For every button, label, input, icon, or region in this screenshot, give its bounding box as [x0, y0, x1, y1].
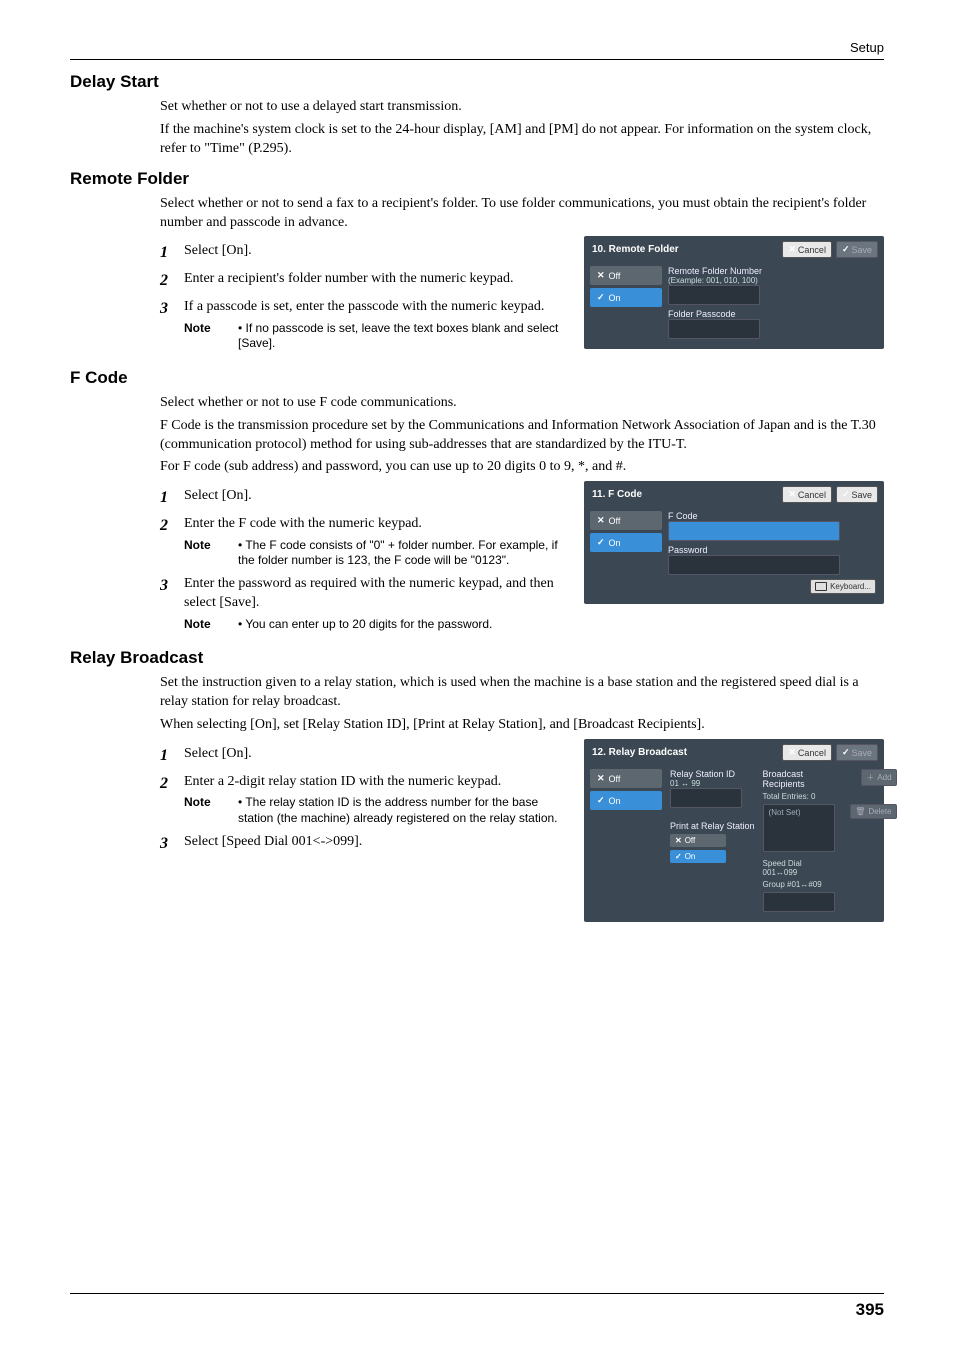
- remote-folder-title: Remote Folder: [70, 169, 884, 189]
- group-label: Group #01↔#09: [763, 880, 835, 889]
- remote-folder-para1: Select whether or not to send a fax to a…: [160, 195, 884, 233]
- fc-step1-text: Select [On].: [184, 487, 568, 506]
- fc-note2: • You can enter up to 20 digits for the …: [238, 617, 568, 633]
- fcode-title: F Code: [70, 368, 884, 388]
- keyboard-button[interactable]: Keyboard...: [810, 579, 876, 594]
- fcode-para2: F Code is the transmission procedure set…: [160, 417, 884, 455]
- rf-step1: 1 Select [On].: [160, 242, 568, 264]
- delete-button[interactable]: 🗑Delete: [850, 804, 896, 819]
- cancel-button[interactable]: ✕Cancel: [782, 744, 832, 761]
- rf-folder-num-label: Remote Folder Number: [668, 266, 876, 276]
- step-number: 2: [160, 773, 174, 795]
- note-label: Note: [184, 795, 220, 826]
- save-button[interactable]: ✓Save: [836, 744, 878, 761]
- rf-step1-text: Select [On].: [184, 242, 568, 261]
- bottom-rule: [70, 1293, 884, 1294]
- rb-step1-text: Select [On].: [184, 745, 568, 764]
- rf-step3-text: If a passcode is set, enter the passcode…: [184, 298, 568, 317]
- rb-panel-title: 12. Relay Broadcast: [592, 747, 687, 758]
- off-toggle[interactable]: ✕Off: [590, 769, 662, 788]
- relay-para2: When selecting [On], set [Relay Station …: [160, 716, 884, 735]
- rb-step2: 2 Enter a 2-digit relay station ID with …: [160, 773, 568, 827]
- rf-step3: 3 If a passcode is set, enter the passco…: [160, 298, 568, 352]
- header-section-label: Setup: [70, 40, 884, 55]
- rf-passcode-label: Folder Passcode: [668, 309, 876, 319]
- on-toggle[interactable]: ✓On: [590, 791, 662, 810]
- recip-label: Broadcast Recipients: [763, 769, 835, 789]
- password-input[interactable]: [668, 555, 840, 575]
- fc-step2-text: Enter the F code with the numeric keypad…: [184, 515, 568, 534]
- note-label: Note: [184, 321, 220, 352]
- speed-dial-label: Speed Dial 001↔099: [763, 859, 835, 877]
- fc-step1: 1 Select [On].: [160, 487, 568, 509]
- step-number: 3: [160, 298, 174, 320]
- cancel-button[interactable]: ✕Cancel: [782, 241, 832, 258]
- step-number: 3: [160, 833, 174, 855]
- step-number: 1: [160, 745, 174, 767]
- fc-fcode-label: F Code: [668, 511, 876, 521]
- note-label: Note: [184, 617, 220, 633]
- passcode-input[interactable]: [668, 319, 760, 339]
- fc-panel-title: 11. F Code: [592, 489, 642, 500]
- on-toggle[interactable]: ✓On: [590, 288, 662, 307]
- save-button[interactable]: ✓Save: [836, 241, 878, 258]
- fcode-panel: 11. F Code ✕Cancel ✓Save ✕Off ✓On F Code: [584, 481, 884, 604]
- relay-id-sublabel: 01 ↔ 99: [670, 779, 755, 788]
- keyboard-icon: [815, 582, 827, 591]
- fc-step2: 2 Enter the F code with the numeric keyp…: [160, 515, 568, 569]
- fc-password-label: Password: [668, 545, 876, 555]
- page-number: 395: [70, 1300, 884, 1320]
- rf-folder-num-sublabel: (Example: 001, 010, 100): [668, 276, 876, 285]
- fc-step3: 3 Enter the password as required with th…: [160, 575, 568, 632]
- rf-panel-title: 10. Remote Folder: [592, 244, 679, 255]
- relay-para1: Set the instruction given to a relay sta…: [160, 674, 884, 712]
- rf-step2: 2 Enter a recipient's folder number with…: [160, 270, 568, 292]
- rb-step3-text: Select [Speed Dial 001<->099].: [184, 833, 568, 852]
- rb-note1: • The relay station ID is the address nu…: [238, 795, 568, 826]
- rb-step1: 1 Select [On].: [160, 745, 568, 767]
- remote-folder-panel: 10. Remote Folder ✕Cancel ✓Save ✕Off ✓On…: [584, 236, 884, 349]
- off-toggle[interactable]: ✕Off: [590, 266, 662, 285]
- delay-start-para2: If the machine's system clock is set to …: [160, 121, 884, 159]
- speed-dial-input[interactable]: [763, 892, 835, 912]
- print-on-toggle[interactable]: ✓On: [670, 850, 726, 863]
- folder-number-input[interactable]: [668, 285, 760, 305]
- print-relay-label: Print at Relay Station: [670, 821, 755, 831]
- relay-title: Relay Broadcast: [70, 648, 884, 668]
- step-number: 2: [160, 515, 174, 537]
- step-number: 3: [160, 575, 174, 597]
- save-button[interactable]: ✓Save: [836, 486, 878, 503]
- relay-panel: 12. Relay Broadcast ✕Cancel ✓Save ✕Off ✓…: [584, 739, 884, 922]
- delay-start-para1: Set whether or not to use a delayed star…: [160, 98, 884, 117]
- step-number: 1: [160, 487, 174, 509]
- add-button[interactable]: ＋Add: [861, 769, 896, 786]
- delay-start-title: Delay Start: [70, 72, 884, 92]
- off-toggle[interactable]: ✕Off: [590, 511, 662, 530]
- relay-id-input[interactable]: [670, 788, 742, 808]
- recip-list: (Not Set): [763, 804, 835, 852]
- step-number: 2: [160, 270, 174, 292]
- note-label: Note: [184, 538, 220, 569]
- fcode-input[interactable]: [668, 521, 840, 541]
- rb-step2-text: Enter a 2-digit relay station ID with th…: [184, 773, 568, 792]
- fcode-para3: For F code (sub address) and password, y…: [160, 458, 884, 477]
- rf-step2-text: Enter a recipient's folder number with t…: [184, 270, 568, 289]
- print-off-toggle[interactable]: ✕Off: [670, 834, 726, 847]
- cancel-button[interactable]: ✕Cancel: [782, 486, 832, 503]
- fc-step3-text: Enter the password as required with the …: [184, 575, 568, 613]
- rb-step3: 3 Select [Speed Dial 001<->099].: [160, 833, 568, 855]
- rf-note1: • If no passcode is set, leave the text …: [238, 321, 568, 352]
- on-toggle[interactable]: ✓On: [590, 533, 662, 552]
- recip-total: Total Entries: 0: [763, 792, 835, 801]
- relay-id-label: Relay Station ID: [670, 769, 755, 779]
- step-number: 1: [160, 242, 174, 264]
- fc-note1: • The F code consists of "0" + folder nu…: [238, 538, 568, 569]
- fcode-para1: Select whether or not to use F code comm…: [160, 394, 884, 413]
- top-rule: [70, 59, 884, 60]
